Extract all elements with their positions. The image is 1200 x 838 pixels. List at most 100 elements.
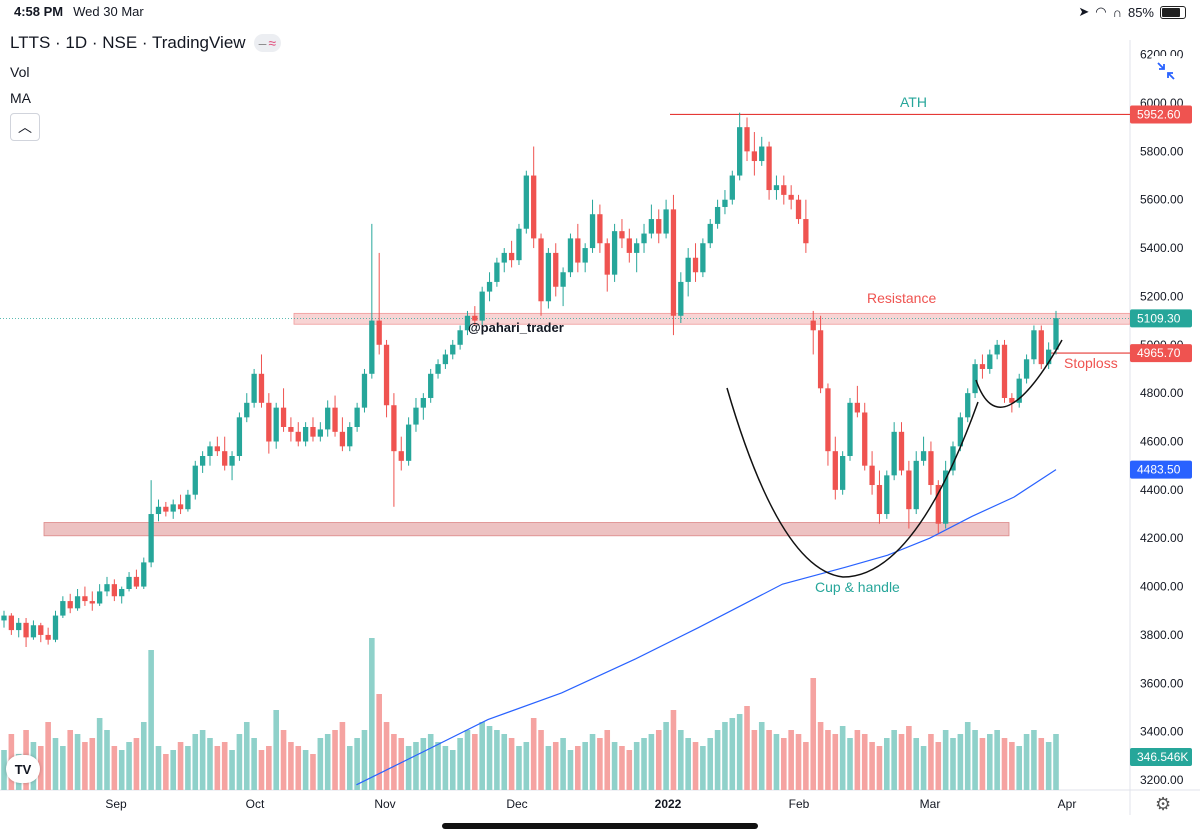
candle[interactable] bbox=[854, 385, 861, 418]
candle[interactable] bbox=[1031, 325, 1037, 365]
candle[interactable] bbox=[516, 223, 522, 265]
candle[interactable] bbox=[288, 417, 294, 442]
ma-indicator-label[interactable]: MA bbox=[10, 90, 31, 106]
candle[interactable] bbox=[928, 441, 934, 495]
candle[interactable] bbox=[199, 451, 206, 473]
candle[interactable] bbox=[994, 339, 1000, 360]
candle[interactable] bbox=[508, 240, 515, 268]
candle[interactable] bbox=[589, 199, 596, 253]
candle[interactable] bbox=[523, 170, 529, 234]
candle[interactable] bbox=[751, 132, 758, 176]
candle[interactable] bbox=[310, 417, 316, 442]
candle[interactable] bbox=[773, 175, 780, 200]
candle[interactable] bbox=[428, 368, 434, 403]
candle[interactable] bbox=[722, 190, 728, 215]
candle[interactable] bbox=[604, 238, 610, 292]
candle[interactable] bbox=[347, 422, 353, 452]
vol-indicator-label[interactable]: Vol bbox=[10, 64, 30, 80]
candle[interactable] bbox=[906, 460, 912, 529]
candle[interactable] bbox=[560, 267, 566, 307]
candle[interactable] bbox=[656, 209, 662, 244]
candle[interactable] bbox=[74, 588, 81, 611]
candle[interactable] bbox=[148, 480, 154, 568]
candle[interactable] bbox=[810, 310, 816, 355]
candle[interactable] bbox=[663, 199, 669, 239]
candle[interactable] bbox=[317, 422, 323, 442]
candle[interactable] bbox=[339, 417, 346, 452]
candle[interactable] bbox=[943, 460, 949, 529]
candle[interactable] bbox=[435, 359, 441, 379]
candle[interactable] bbox=[707, 219, 713, 249]
candle[interactable] bbox=[1, 610, 7, 628]
cup-curve[interactable] bbox=[726, 387, 979, 578]
candle[interactable] bbox=[207, 441, 213, 466]
candle[interactable] bbox=[30, 620, 37, 640]
candle[interactable] bbox=[472, 306, 478, 326]
collapse-legend-button[interactable]: ︿ bbox=[10, 113, 40, 141]
candle[interactable] bbox=[405, 417, 412, 466]
candle[interactable] bbox=[972, 359, 978, 398]
candle[interactable] bbox=[538, 233, 544, 316]
support-zone[interactable] bbox=[43, 522, 1010, 537]
candle[interactable] bbox=[1001, 339, 1008, 403]
candle[interactable] bbox=[957, 412, 964, 452]
candle[interactable] bbox=[567, 233, 574, 278]
candle[interactable] bbox=[8, 613, 15, 635]
candle[interactable] bbox=[876, 470, 883, 524]
candle[interactable] bbox=[685, 248, 691, 297]
candle[interactable] bbox=[575, 223, 581, 273]
candle[interactable] bbox=[678, 272, 684, 324]
candle[interactable] bbox=[611, 223, 618, 282]
candle[interactable] bbox=[383, 339, 390, 418]
candle[interactable] bbox=[920, 436, 927, 466]
candle[interactable] bbox=[626, 228, 632, 263]
candle[interactable] bbox=[494, 257, 500, 287]
candle[interactable] bbox=[133, 569, 140, 589]
candle[interactable] bbox=[126, 572, 132, 592]
candle[interactable] bbox=[582, 243, 588, 273]
candle[interactable] bbox=[737, 112, 743, 181]
candle[interactable] bbox=[185, 489, 191, 512]
candle[interactable] bbox=[155, 499, 162, 522]
candle[interactable] bbox=[950, 441, 956, 476]
symbol-legend[interactable]: LTTS · 1D · NSE · TradingView – ≈ bbox=[10, 33, 282, 53]
candle[interactable] bbox=[479, 286, 485, 326]
candle[interactable] bbox=[266, 393, 272, 454]
candle[interactable] bbox=[361, 368, 368, 413]
candle[interactable] bbox=[597, 204, 603, 253]
candle[interactable] bbox=[692, 243, 699, 282]
candle[interactable] bbox=[825, 383, 831, 466]
candle[interactable] bbox=[1023, 354, 1030, 384]
candle[interactable] bbox=[486, 272, 493, 302]
candle[interactable] bbox=[781, 175, 787, 205]
candle[interactable] bbox=[1016, 373, 1022, 408]
candle[interactable] bbox=[884, 470, 890, 519]
candle[interactable] bbox=[670, 194, 677, 336]
candle[interactable] bbox=[177, 494, 184, 515]
candle[interactable] bbox=[236, 412, 243, 461]
candle[interactable] bbox=[744, 117, 750, 162]
candle[interactable] bbox=[1053, 310, 1059, 355]
candle[interactable] bbox=[119, 586, 125, 604]
candle[interactable] bbox=[714, 199, 721, 229]
candle[interactable] bbox=[398, 436, 404, 471]
candle[interactable] bbox=[898, 422, 905, 476]
candle[interactable] bbox=[788, 185, 794, 210]
candle[interactable] bbox=[244, 393, 250, 423]
candle[interactable] bbox=[60, 596, 66, 619]
resistance-zone[interactable] bbox=[293, 312, 1131, 325]
candle[interactable] bbox=[545, 248, 552, 309]
candle[interactable] bbox=[648, 204, 655, 239]
candle[interactable] bbox=[987, 349, 993, 374]
candle[interactable] bbox=[619, 219, 625, 249]
candle[interactable] bbox=[163, 501, 169, 517]
candle[interactable] bbox=[935, 480, 941, 534]
candle[interactable] bbox=[450, 339, 456, 360]
candle[interactable] bbox=[192, 460, 198, 500]
candle[interactable] bbox=[104, 576, 110, 597]
legend-toggle-pill[interactable]: – ≈ bbox=[253, 34, 282, 52]
candle[interactable] bbox=[273, 402, 279, 449]
candle[interactable] bbox=[280, 388, 287, 432]
candle[interactable] bbox=[832, 436, 838, 500]
collapse-arrows-button[interactable] bbox=[1151, 56, 1181, 86]
